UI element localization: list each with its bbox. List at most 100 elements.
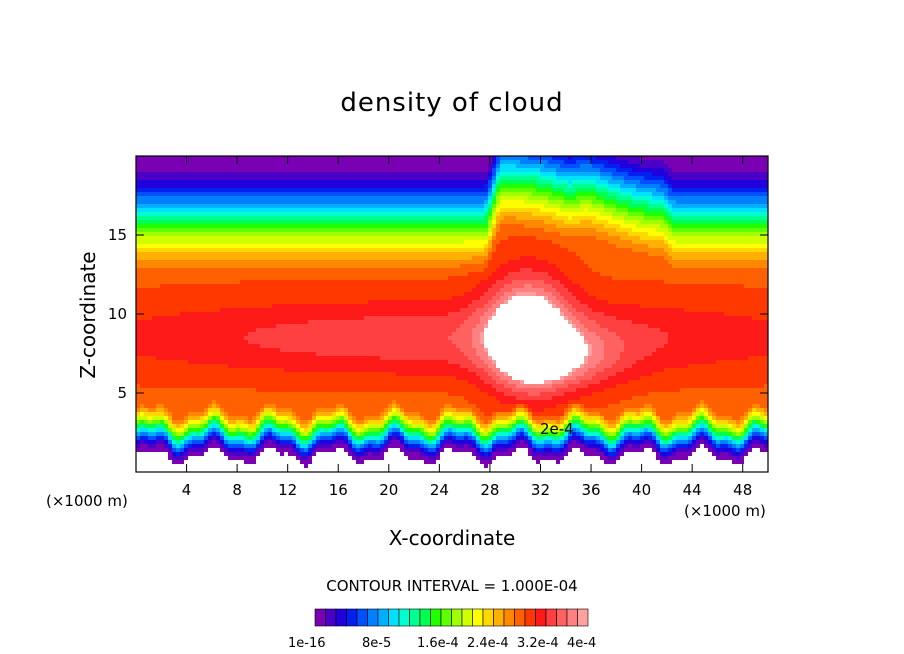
- density-cell: [252, 212, 257, 217]
- density-cell: [580, 200, 585, 205]
- density-cell: [428, 232, 433, 237]
- density-cell: [372, 188, 377, 193]
- density-cell: [364, 272, 369, 277]
- density-cell: [140, 184, 145, 189]
- density-cell: [636, 212, 641, 217]
- density-cell: [744, 216, 749, 221]
- density-cell: [492, 232, 497, 237]
- density-cell: [732, 268, 737, 273]
- density-cell: [336, 168, 341, 173]
- density-cell: [344, 164, 349, 169]
- density-cell: [324, 280, 329, 285]
- density-cell: [648, 180, 653, 185]
- density-cell: [744, 264, 749, 269]
- density-cell: [760, 176, 765, 181]
- density-cell: [732, 192, 737, 197]
- density-cell: [696, 220, 701, 225]
- density-cell: [172, 204, 177, 209]
- density-cell: [312, 172, 317, 177]
- density-cell: [580, 188, 585, 193]
- density-cell: [224, 272, 229, 277]
- density-cell: [208, 216, 213, 221]
- density-cell: [620, 180, 625, 185]
- density-cell: [144, 160, 149, 165]
- density-cell: [376, 156, 381, 161]
- density-cell: [240, 200, 245, 205]
- density-cell: [276, 184, 281, 189]
- density-cell: [380, 268, 385, 273]
- density-cell: [736, 220, 741, 225]
- density-cell: [320, 172, 325, 177]
- density-cell: [428, 240, 433, 245]
- density-cell: [672, 176, 677, 181]
- density-cell: [360, 168, 365, 173]
- density-cell: [636, 268, 641, 273]
- density-cell: [188, 160, 193, 165]
- density-cell: [688, 164, 693, 169]
- density-cell: [608, 192, 613, 197]
- density-cell: [496, 192, 501, 197]
- density-cell: [360, 276, 365, 281]
- density-cell: [344, 236, 349, 241]
- density-cell: [192, 196, 197, 201]
- density-cell: [632, 188, 637, 193]
- density-cell: [136, 168, 141, 173]
- density-cell: [176, 256, 181, 261]
- density-cell: [248, 192, 253, 197]
- density-cell: [484, 228, 489, 233]
- density-cell: [244, 216, 249, 221]
- density-cell: [360, 224, 365, 229]
- density-cell: [676, 212, 681, 217]
- density-cell: [212, 204, 217, 209]
- density-cell: [568, 224, 573, 229]
- density-cell: [256, 264, 261, 269]
- density-cell: [228, 268, 233, 273]
- density-cell: [160, 272, 165, 277]
- density-cell: [428, 184, 433, 189]
- density-cell: [380, 212, 385, 217]
- density-cell: [444, 236, 449, 241]
- density-cell: [372, 172, 377, 177]
- density-cell: [524, 208, 529, 213]
- density-cell: [344, 160, 349, 165]
- density-cell: [468, 228, 473, 233]
- density-cell: [176, 196, 181, 201]
- density-cell: [432, 228, 437, 233]
- density-cell: [436, 260, 441, 265]
- density-cell: [340, 240, 345, 245]
- density-cell: [536, 204, 541, 209]
- density-cell: [424, 160, 429, 165]
- density-cell: [168, 236, 173, 241]
- density-cell: [532, 272, 537, 277]
- density-cell: [172, 224, 177, 229]
- density-cell: [640, 164, 645, 169]
- density-cell: [764, 276, 768, 281]
- density-cell: [636, 236, 641, 241]
- density-cell: [568, 272, 573, 277]
- density-cell: [576, 236, 581, 241]
- density-cell: [748, 248, 753, 253]
- density-cell: [204, 240, 209, 245]
- density-cell: [752, 216, 757, 221]
- density-cell: [744, 256, 749, 261]
- density-cell: [476, 224, 481, 229]
- density-cell: [288, 260, 293, 265]
- density-cell: [372, 216, 377, 221]
- density-cell: [604, 256, 609, 261]
- density-cell: [372, 232, 377, 237]
- density-cell: [264, 224, 269, 229]
- density-cell: [168, 160, 173, 165]
- density-cell: [304, 180, 309, 185]
- density-cell: [316, 276, 321, 281]
- density-cell: [596, 208, 601, 213]
- density-cell: [640, 232, 645, 237]
- density-cell: [352, 272, 357, 277]
- density-cell: [364, 188, 369, 193]
- density-cell: [668, 276, 673, 281]
- density-cell: [660, 212, 665, 217]
- density-cell: [524, 224, 529, 229]
- density-cell: [412, 256, 417, 261]
- density-cell: [632, 220, 637, 225]
- density-cell: [664, 216, 669, 221]
- density-cell: [508, 196, 513, 201]
